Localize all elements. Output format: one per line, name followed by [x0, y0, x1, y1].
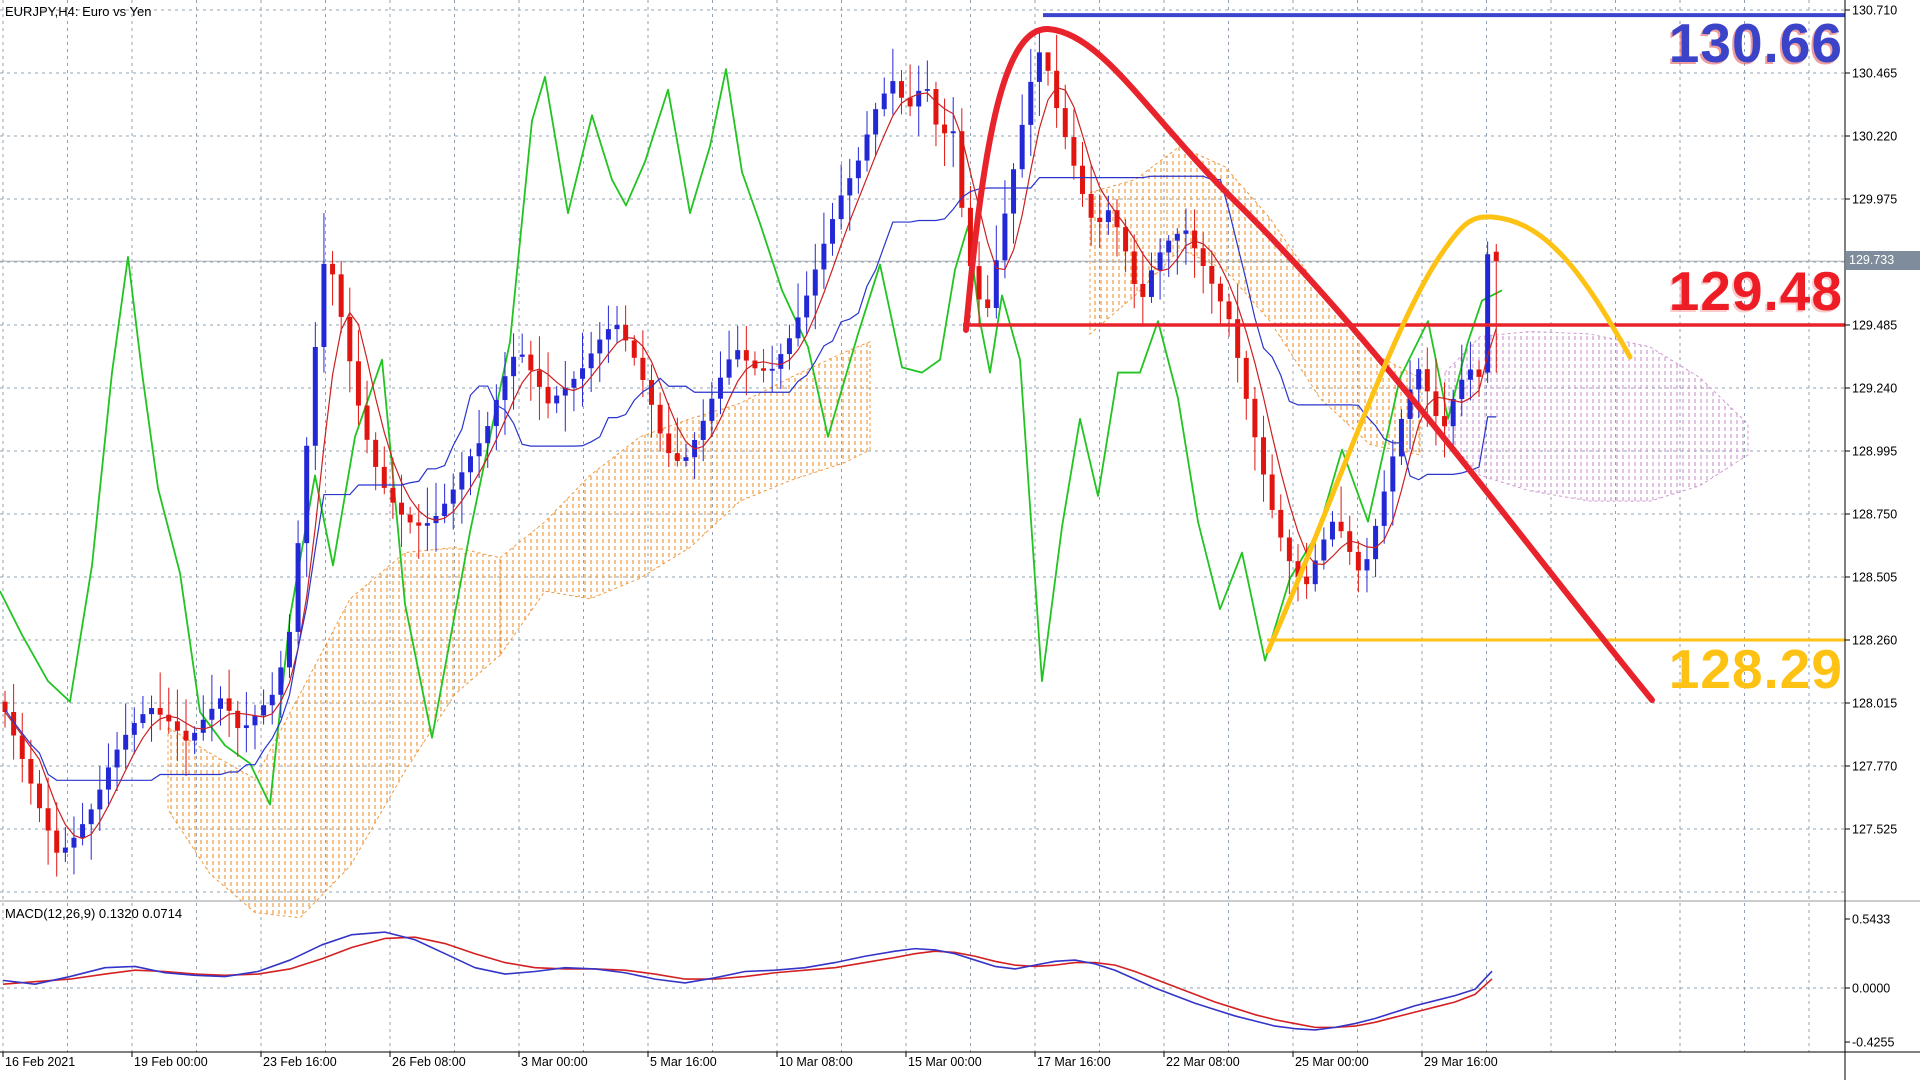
macd-pane[interactable]	[2, 931, 1493, 1031]
time-axis-label: 3 Mar 00:00	[521, 1055, 588, 1069]
chart-symbol-title: EURJPY,H4: Euro vs Yen	[5, 4, 152, 19]
green-indicator-line	[0, 68, 1503, 806]
time-axis-label: 22 Mar 08:00	[1166, 1055, 1240, 1069]
annotation-target-12829[interactable]: 128.29	[1668, 638, 1843, 700]
ichimoku-cloud	[1089, 145, 1421, 456]
price-pane[interactable]	[0, 28, 1845, 919]
annotation-target-13066[interactable]: 130.66	[1668, 12, 1843, 74]
price-axis-label: 129.240	[1852, 382, 1897, 396]
price-axis-label: 127.525	[1852, 823, 1897, 837]
price-axis[interactable]: 130.710 130.465 130.220 129.975 129.485 129.2…	[1845, 4, 1897, 1050]
macd-axis-label: 0.5433	[1852, 913, 1890, 927]
price-axis-label: 129.975	[1852, 193, 1897, 207]
time-axis-label: 26 Feb 08:00	[392, 1055, 466, 1069]
time-axis-label: 23 Feb 16:00	[263, 1055, 337, 1069]
price-axis-label: 127.770	[1852, 760, 1897, 774]
price-axis-label: 128.750	[1852, 508, 1897, 522]
macd-axis-label: -0.4255	[1852, 1036, 1894, 1050]
ichimoku-cloud	[499, 340, 871, 658]
macd-axis-label: 0.0000	[1852, 982, 1890, 996]
ichimoku-cloud	[1444, 330, 1749, 502]
macd-main-line	[2, 931, 1493, 1031]
annotation-arc	[963, 25, 1655, 703]
kijun-line	[4, 175, 1497, 781]
time-axis-label: 15 Mar 00:00	[908, 1055, 982, 1069]
price-axis-label: 128.505	[1852, 571, 1897, 585]
tenkan-line	[4, 86, 1497, 840]
price-axis-label: 130.220	[1852, 130, 1897, 144]
price-axis-label: 128.995	[1852, 445, 1897, 459]
time-axis-label: 29 Mar 16:00	[1424, 1055, 1498, 1069]
time-axis-label: 17 Mar 16:00	[1037, 1055, 1111, 1069]
price-axis-label: 128.015	[1852, 697, 1897, 711]
time-axis[interactable]: 16 Feb 2021 19 Feb 00:00 23 Feb 16:00 26 Fe…	[2, 1052, 1498, 1069]
time-axis-label: 16 Feb 2021	[5, 1055, 75, 1069]
time-axis-label: 19 Feb 00:00	[134, 1055, 208, 1069]
time-axis-label: 25 Mar 00:00	[1295, 1055, 1369, 1069]
macd-signal-line	[2, 936, 1493, 1029]
grid-lines	[0, 0, 1845, 1052]
annotation-target-12948[interactable]: 129.48	[1668, 260, 1843, 322]
price-axis-label: 130.465	[1852, 67, 1897, 81]
ichimoku-cloud	[167, 546, 501, 919]
annotation-arc	[1265, 214, 1633, 654]
time-axis-label: 5 Mar 16:00	[650, 1055, 717, 1069]
price-axis-label: 128.260	[1852, 634, 1897, 648]
current-price-badge: 129.733	[1846, 251, 1920, 270]
drawn-annotations[interactable]	[963, 13, 1845, 703]
macd-indicator-label: MACD(12,26,9) 0.1320 0.0714	[5, 906, 183, 921]
price-axis-label: 129.485	[1852, 319, 1897, 333]
price-axis-label: 130.710	[1852, 4, 1897, 18]
time-axis-label: 10 Mar 08:00	[779, 1055, 853, 1069]
